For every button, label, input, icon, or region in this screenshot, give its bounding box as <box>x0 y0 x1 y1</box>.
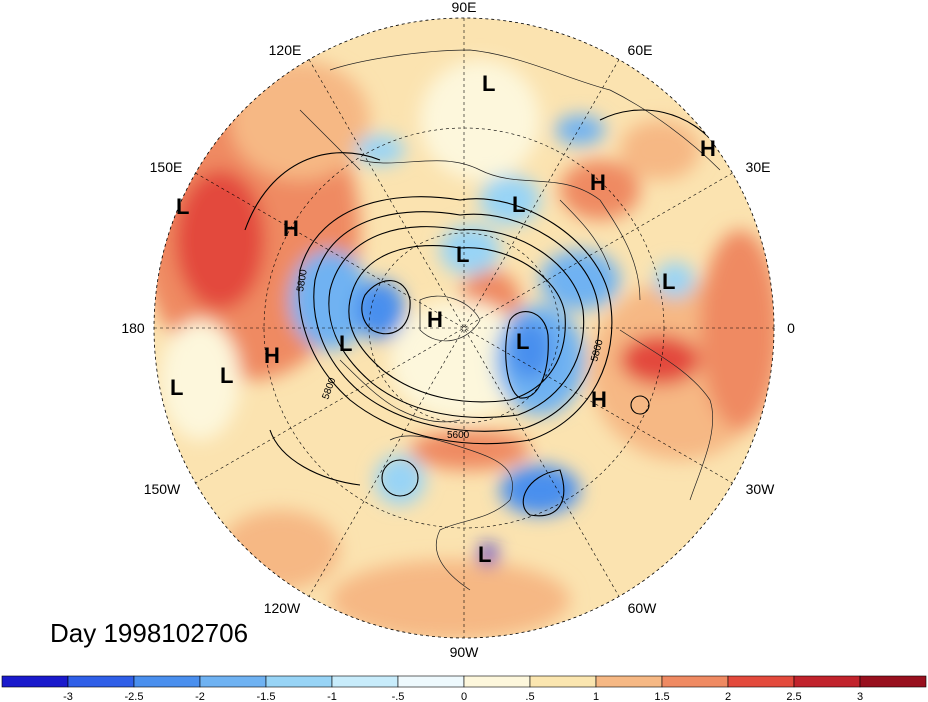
contour-label: 5800 <box>295 268 310 292</box>
pressure-center-label: H <box>591 387 607 412</box>
colorbar-swatch <box>793 675 861 688</box>
colorbar-swatch <box>661 675 729 688</box>
graticule <box>154 18 774 638</box>
pressure-center-label: H <box>427 307 443 332</box>
colorbar-tick-label: 1 <box>593 691 599 702</box>
colorbar-swatch <box>265 675 333 688</box>
colorbar-tick-label: 3 <box>857 691 863 702</box>
colorbar-swatch <box>1 675 69 688</box>
colorbar-swatch <box>727 675 795 688</box>
colorbar-tick-label: 0 <box>461 691 467 702</box>
lon-label-150e: 150E <box>150 159 183 175</box>
colorbar-swatch <box>133 675 201 688</box>
pressure-center-label: H <box>700 136 716 161</box>
pressure-center-label: L <box>512 192 525 217</box>
coastlines <box>299 49 721 591</box>
lon-label-150w: 150W <box>144 481 181 497</box>
map-title: Day 1998102706 <box>50 618 249 648</box>
colorbar-swatch <box>331 675 399 688</box>
map-boundary <box>153 17 775 639</box>
anomaly-field <box>154 18 774 638</box>
colorbar-tick-label: 2.5 <box>786 691 801 702</box>
colorbar-swatch <box>67 675 135 688</box>
colorbar-tick-label: -1.5 <box>257 691 276 702</box>
colorbar-swatch <box>397 675 465 688</box>
colorbar-swatch <box>595 675 663 688</box>
pressure-center-label: L <box>516 329 529 354</box>
colorbar: -3 -2.5 -2 -1.5 -1 -.5 0 .5 1 1.5 2 2.5 3 <box>1 675 927 702</box>
longitude-labels: 90E 60E 30E 0 30W 60W 90W 120W 150W 180 … <box>121 0 795 660</box>
colorbar-tick-label: -3 <box>63 691 73 702</box>
pressure-center-label: L <box>220 363 233 388</box>
colorbar-tick-label: -1 <box>327 691 337 702</box>
colorbar-tick-label: -2 <box>195 691 205 702</box>
colorbar-tick-label: 1.5 <box>654 691 669 702</box>
colorbar-swatch <box>859 675 927 688</box>
pressure-center-label: L <box>170 375 183 400</box>
lon-label-180: 180 <box>121 320 145 336</box>
colorbar-tick-label: .5 <box>525 691 534 702</box>
colorbar-swatches <box>1 675 927 688</box>
pressure-center-label: L <box>339 331 352 356</box>
lon-label-0: 0 <box>787 320 795 336</box>
colorbar-ticks: -3 -2.5 -2 -1.5 -1 -.5 0 .5 1 1.5 2 2.5 3 <box>63 691 863 702</box>
contour-label: 5600 <box>447 430 470 441</box>
pressure-center-label: H <box>264 343 280 368</box>
colorbar-tick-label: -2.5 <box>125 691 144 702</box>
pressure-center-label: L <box>482 71 495 96</box>
pressure-center-label: H <box>590 170 606 195</box>
pressure-center-label: L <box>662 269 675 294</box>
lon-label-30w: 30W <box>746 481 776 497</box>
pressure-center-label: L <box>176 194 189 219</box>
pressure-center-label: L <box>478 542 491 567</box>
pressure-centers: L H H L L H L L H L H L L H L L H L <box>170 71 716 567</box>
lon-label-90w: 90W <box>450 644 480 660</box>
lon-label-60w: 60W <box>628 600 658 616</box>
colorbar-swatch <box>529 675 597 688</box>
polar-map: 90E 60E 30E 0 30W 60W 90W 120W 150W 180 … <box>121 0 795 660</box>
lon-label-90e: 90E <box>452 0 477 15</box>
pressure-center-label: L <box>456 242 469 267</box>
lon-label-30e: 30E <box>746 159 771 175</box>
height-contours <box>244 109 721 517</box>
colorbar-swatch <box>199 675 267 688</box>
lon-label-60e: 60E <box>628 42 653 58</box>
colorbar-tick-label: -.5 <box>392 691 405 702</box>
colorbar-tick-label: 2 <box>725 691 731 702</box>
pressure-center-label: H <box>283 216 299 241</box>
lon-label-120e: 120E <box>269 42 302 58</box>
lon-label-120w: 120W <box>264 600 301 616</box>
colorbar-swatch <box>463 675 531 688</box>
